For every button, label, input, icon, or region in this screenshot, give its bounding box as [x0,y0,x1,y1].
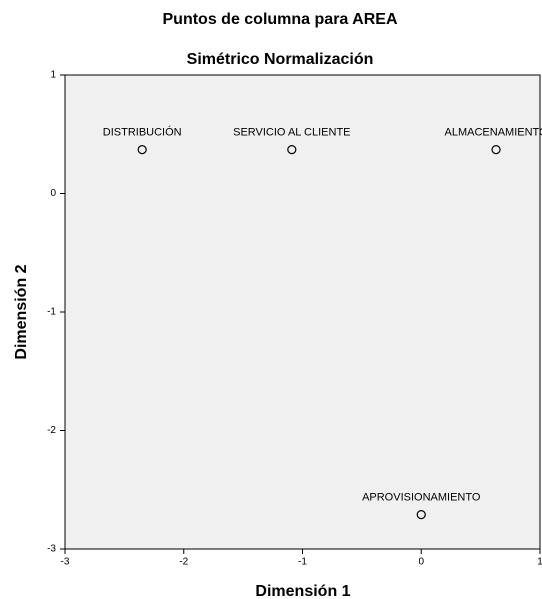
x-tick-label: 0 [418,557,424,568]
point [137,145,147,155]
point-label: APROVISIONAMIENTO [362,492,481,504]
y-tick-label: 1 [50,70,56,81]
point-label: ALMACENAMIENTO [445,127,542,139]
y-tick-label: -3 [47,544,56,555]
point-label: SERVICIO AL CLIENTE [233,127,350,139]
y-tick-label: 0 [50,188,56,199]
y-tick-label: -1 [47,307,56,318]
x-tick-label: -2 [179,557,188,568]
x-tick-label: 1 [537,557,542,568]
point-label: DISTRIBUCIÓN [103,126,182,139]
x-tick-label: -1 [298,557,307,568]
y-tick-label: -2 [47,425,56,436]
y-axis-label: Dimensión 2 [13,264,30,359]
chart-title: Puntos de columna para AREA [163,11,398,28]
point [416,510,426,520]
plot-area [64,74,541,550]
point [491,145,501,155]
x-axis-label: Dimensión 1 [255,583,350,599]
x-tick-label: -3 [61,557,70,568]
point [287,145,297,155]
chart-subtitle: Simétrico Normalización [187,51,374,68]
